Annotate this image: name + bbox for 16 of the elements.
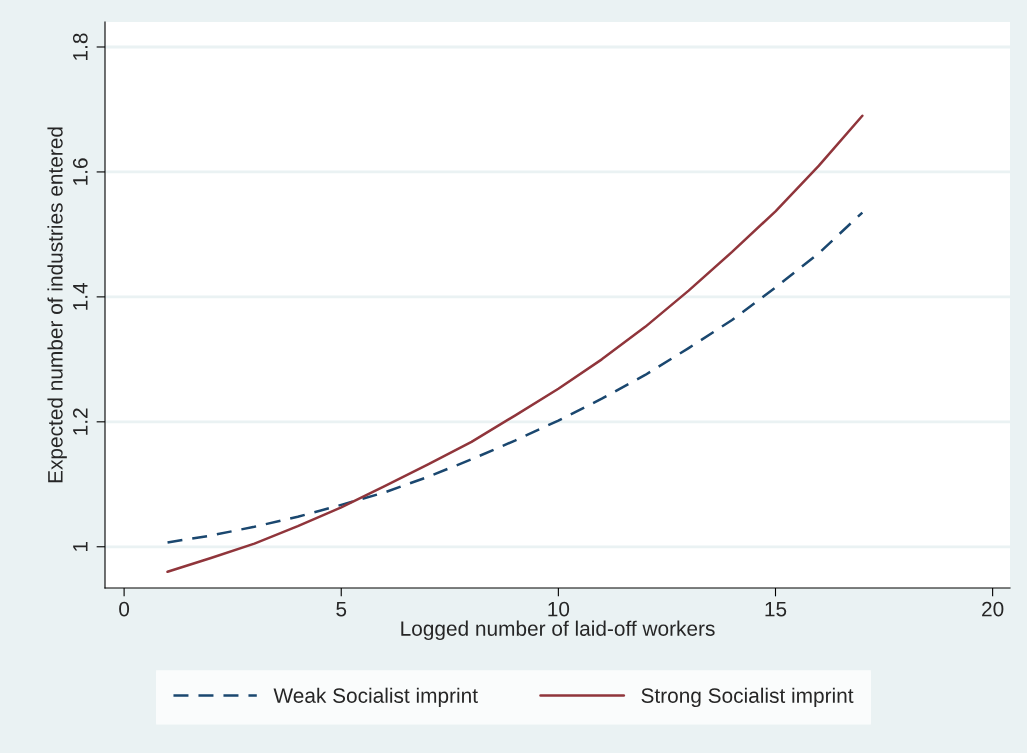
legend-label: Strong Socialist imprint bbox=[641, 687, 854, 708]
y-tick-label: 1.4 bbox=[73, 283, 88, 310]
x-tick-label: 15 bbox=[765, 601, 787, 617]
legend-label: Weak Socialist imprint bbox=[273, 687, 478, 708]
x-tick-label: 20 bbox=[982, 601, 1004, 617]
line-series bbox=[166, 114, 864, 574]
y-axis-title: Expected number of industries entered bbox=[47, 127, 67, 483]
y-tick-label: 1.2 bbox=[72, 408, 88, 435]
x-tick-label: 10 bbox=[548, 601, 570, 617]
line-series bbox=[166, 211, 864, 544]
y-tick-label: 1 bbox=[73, 541, 88, 551]
y-tick-label: 1.6 bbox=[72, 158, 88, 185]
y-tick-label: 1.8 bbox=[72, 33, 88, 60]
x-tick-label: 0 bbox=[119, 601, 130, 617]
x-axis-title: Logged number of laid-off workers bbox=[401, 620, 715, 641]
x-tick-label: 5 bbox=[336, 601, 347, 617]
